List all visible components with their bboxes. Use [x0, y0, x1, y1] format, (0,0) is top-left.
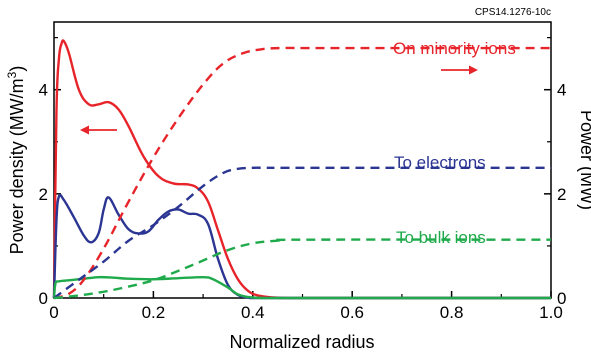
left-arrow: [80, 125, 117, 135]
y-right-tick-label: 2: [557, 185, 566, 204]
series-power-to-bulk-ions: [53, 238, 552, 300]
y-left-tick-label: 0: [39, 289, 48, 308]
y-axis-left-title: Power density (MW/m3): [5, 66, 27, 255]
x-tick-label: 0: [49, 303, 58, 322]
y-axis-left-title-main: Power density (MW/m: [7, 78, 27, 254]
y-right-tick-label: 0: [557, 289, 566, 308]
x-tick-label: 0.6: [340, 303, 364, 322]
y-axis-left-title-close: ): [7, 66, 27, 72]
series-density-on-minority-ions: [52, 39, 551, 300]
y-axis-right-title: Power (MW): [577, 110, 591, 210]
x-tick-label: 1.0: [539, 303, 563, 322]
x-tick-label: 0.8: [440, 303, 464, 322]
figure-code: CPS14.1276-10c: [475, 7, 551, 18]
x-tick-label: 0.2: [142, 303, 166, 322]
series-power-to-electrons: [53, 166, 552, 299]
series-density-to-bulk-ions: [52, 275, 551, 300]
x-axis-title: Normalized radius: [229, 332, 374, 352]
series-layer: [52, 39, 552, 300]
right-arrow: [441, 65, 478, 75]
y-left-tick-label: 2: [39, 185, 48, 204]
label-on-minority-ions: On minority ions: [393, 39, 516, 58]
label-to-bulk-ions: To bulk ions: [396, 228, 486, 247]
series-power-on-minority-ions: [53, 46, 551, 300]
y-left-tick-label: 4: [39, 81, 48, 100]
x-tick-label: 0.4: [241, 303, 265, 322]
y-right-tick-label: 4: [557, 81, 566, 100]
label-to-electrons: To electrons: [394, 153, 486, 172]
y-axis-left-title-sup: 3: [5, 71, 19, 78]
